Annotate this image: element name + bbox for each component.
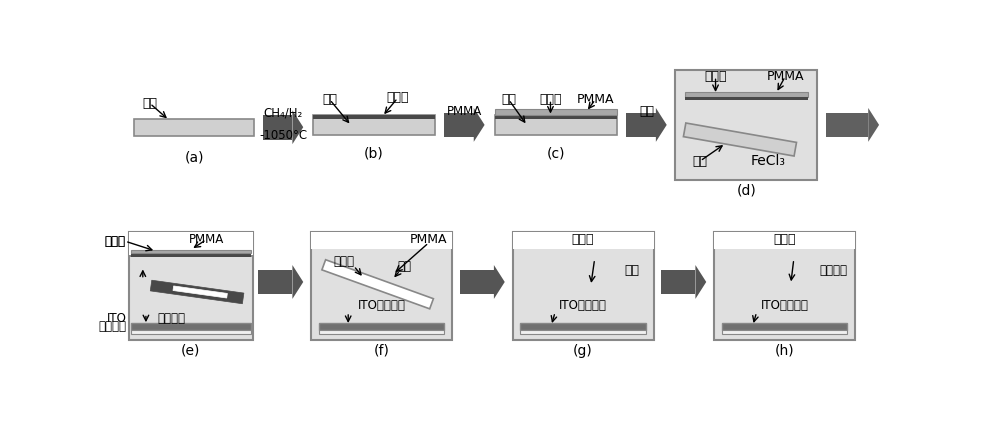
Bar [626, 113, 656, 137]
Bar [319, 323, 444, 330]
Text: 石墨烯: 石墨烯 [572, 233, 594, 246]
Text: ITO玻璃基底: ITO玻璃基底 [358, 299, 405, 312]
Polygon shape [150, 280, 244, 304]
Text: 石墨烯: 石墨烯 [773, 233, 796, 246]
Text: 去离子水: 去离子水 [819, 264, 847, 277]
Bar [129, 232, 253, 255]
Text: ITO玻璃基底: ITO玻璃基底 [559, 299, 607, 312]
Bar [675, 70, 817, 179]
Text: PMMA: PMMA [767, 70, 804, 83]
Bar [722, 330, 847, 334]
Bar [444, 113, 474, 137]
Bar [131, 330, 251, 334]
Bar [714, 232, 855, 249]
Polygon shape [322, 260, 433, 309]
Text: 石墨烯: 石墨烯 [333, 255, 354, 268]
Text: 石墨烯: 石墨烯 [104, 235, 125, 248]
Polygon shape [292, 110, 303, 144]
Text: 石墨烯: 石墨烯 [104, 235, 125, 248]
Bar [520, 323, 646, 330]
Bar [495, 115, 617, 135]
Bar [495, 115, 617, 119]
Bar [722, 323, 847, 330]
Polygon shape [868, 108, 879, 142]
Text: 玻璃基底: 玻璃基底 [99, 320, 127, 333]
Text: 铜箔: 铜箔 [142, 97, 157, 110]
Bar [313, 115, 435, 119]
Bar [460, 270, 494, 294]
Text: (a): (a) [185, 150, 204, 164]
Text: PMMA: PMMA [189, 233, 224, 246]
Bar [311, 232, 452, 249]
Bar [131, 254, 251, 258]
Polygon shape [683, 123, 797, 156]
Polygon shape [656, 108, 667, 142]
Bar [129, 232, 253, 340]
Bar [263, 115, 292, 139]
Bar [512, 232, 654, 249]
Text: CH₄/H₂: CH₄/H₂ [263, 107, 303, 120]
Bar [685, 92, 808, 97]
Polygon shape [173, 286, 227, 298]
Bar [134, 119, 254, 136]
Text: PMMA: PMMA [410, 233, 448, 246]
Bar [826, 113, 868, 137]
Text: (f): (f) [374, 344, 389, 357]
Polygon shape [474, 108, 485, 142]
Text: 铜箔: 铜箔 [501, 93, 516, 106]
Bar [661, 270, 695, 294]
Bar [313, 115, 435, 135]
Bar [512, 232, 654, 340]
Bar [714, 232, 855, 340]
Text: ITO玻璃基底: ITO玻璃基底 [761, 299, 808, 312]
Bar [258, 270, 292, 294]
Bar [131, 250, 251, 254]
Text: 乙醇: 乙醇 [624, 264, 639, 277]
Bar [685, 97, 808, 100]
Text: 石墨烯: 石墨烯 [704, 70, 727, 83]
Text: 铜箔: 铜箔 [693, 155, 708, 167]
Text: PMMA: PMMA [447, 105, 482, 118]
Text: FeCl₃: FeCl₃ [751, 154, 786, 168]
Bar [495, 110, 617, 115]
Text: (g): (g) [573, 344, 593, 357]
Text: (b): (b) [364, 147, 384, 160]
Bar [319, 330, 444, 334]
Text: 石墨烯: 石墨烯 [387, 91, 409, 104]
Text: 去离子水: 去离子水 [158, 313, 186, 325]
Bar [311, 232, 452, 340]
Bar [131, 323, 251, 330]
Text: ITO: ITO [107, 313, 127, 325]
Text: (e): (e) [181, 344, 201, 357]
Text: 刻蚀: 刻蚀 [639, 105, 654, 118]
Text: 丙酮: 丙酮 [397, 260, 411, 273]
Text: (c): (c) [547, 147, 565, 160]
Bar [520, 330, 646, 334]
Text: (h): (h) [775, 344, 794, 357]
Polygon shape [494, 265, 505, 299]
Bar [129, 255, 253, 257]
Text: PMMA: PMMA [577, 93, 614, 106]
Text: (d): (d) [736, 183, 756, 197]
Polygon shape [695, 265, 706, 299]
Text: -1050°C: -1050°C [259, 129, 307, 142]
Polygon shape [292, 265, 303, 299]
Text: 石墨烯: 石墨烯 [539, 93, 562, 106]
Text: 铜箔: 铜箔 [322, 93, 337, 106]
